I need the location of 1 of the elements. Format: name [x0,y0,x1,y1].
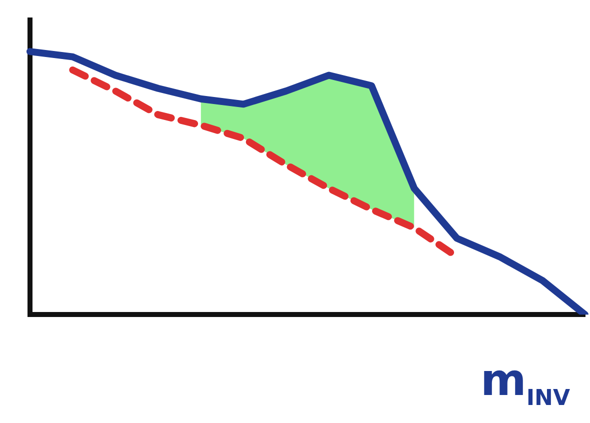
x-axis-title: m$_{INV}$ [480,355,570,411]
